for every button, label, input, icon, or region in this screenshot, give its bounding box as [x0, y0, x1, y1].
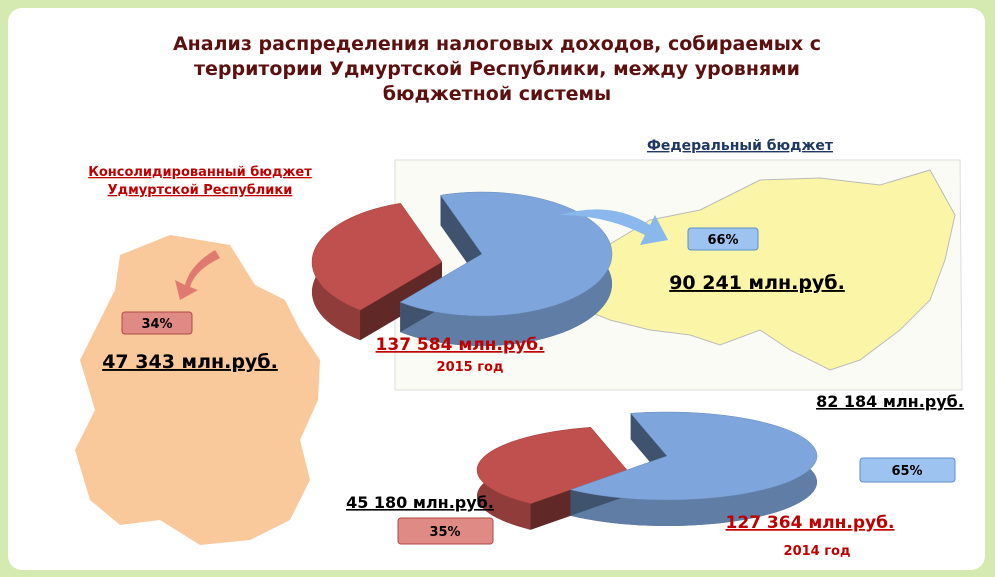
amount-label: 47 343 млн.руб. — [102, 351, 278, 373]
legend-label: Удмуртской Республики — [108, 183, 293, 198]
arrow — [560, 209, 668, 245]
label-box — [121, 311, 193, 335]
value-label: 35% — [429, 525, 460, 540]
title: территории Удмуртской Республики, между … — [194, 58, 800, 80]
year-label: 2015 год — [437, 360, 504, 375]
amount-label: 90 241 млн.руб. — [669, 272, 845, 294]
value-label: 66% — [707, 233, 738, 248]
year-label: 2014 год — [784, 544, 851, 559]
pie-slice — [399, 191, 613, 317]
title: Анализ распределения налоговых доходов, … — [173, 33, 821, 55]
value-label: 34% — [141, 317, 172, 332]
pie-slice-edge — [360, 262, 442, 341]
label-box — [859, 457, 956, 483]
pie-slice — [569, 411, 818, 501]
legend-label: Федеральный бюджет — [647, 138, 834, 154]
amount-label: 82 184 млн.руб. — [816, 392, 964, 411]
pie-slice — [311, 202, 443, 311]
label-box — [397, 517, 494, 545]
title: бюджетной системы — [383, 83, 611, 105]
amount-label: 45 180 млн.руб. — [346, 493, 494, 512]
legend-label: Консолидированный бюджет — [88, 165, 312, 180]
russia-map — [559, 169, 956, 371]
total-label: 127 364 млн.руб. — [726, 513, 895, 533]
label-box — [687, 227, 759, 251]
value-label: 65% — [891, 464, 922, 479]
pie-slice — [476, 427, 628, 504]
total-label: 137 584 млн.руб. — [376, 335, 545, 355]
arrow — [175, 250, 220, 300]
